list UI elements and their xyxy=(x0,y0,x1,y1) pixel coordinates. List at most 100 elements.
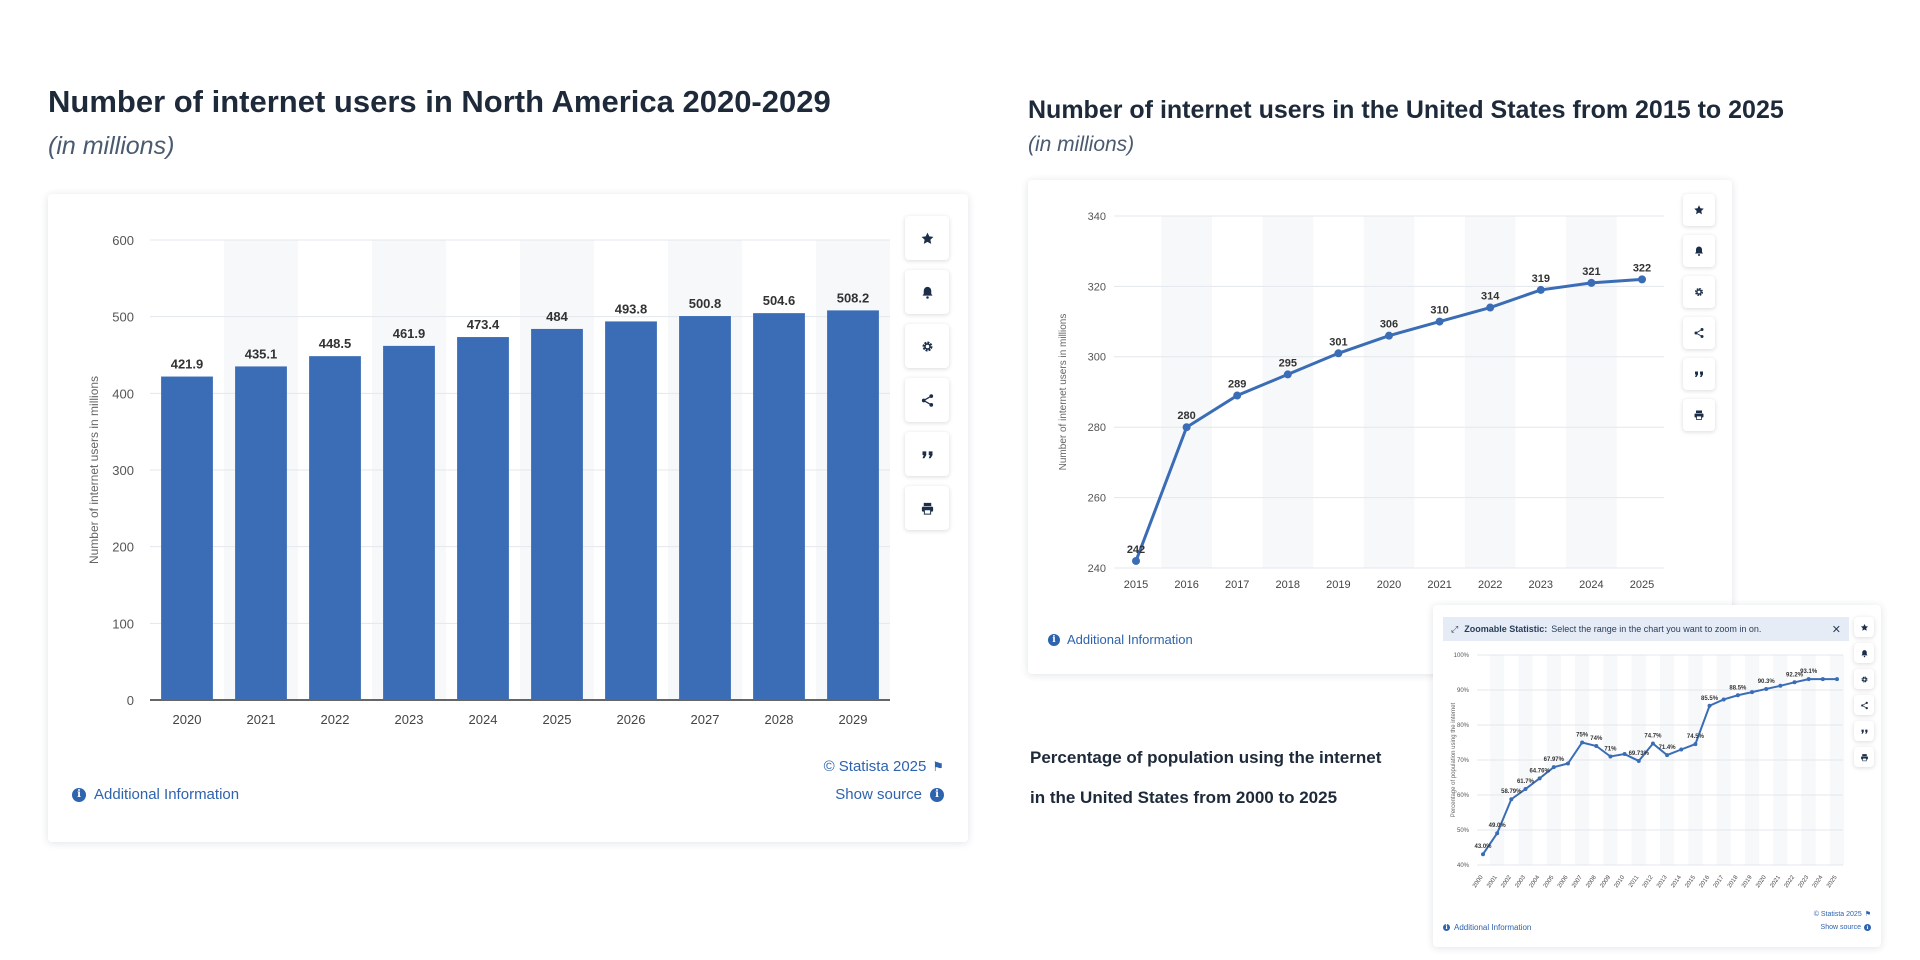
chart1-show-source-link[interactable]: Show source i xyxy=(835,786,944,803)
gear-icon xyxy=(1695,288,1703,296)
chart1-bar xyxy=(605,321,657,700)
chart3-show-source-link[interactable]: Show source i xyxy=(1821,924,1871,931)
chart2-y-tick-label: 240 xyxy=(1088,563,1106,575)
chart3-point xyxy=(1594,744,1599,748)
chart2-point xyxy=(1638,275,1646,284)
zoom-banner: ⤢ Zoomable Statistic: Select the range i… xyxy=(1443,617,1849,641)
print-button[interactable] xyxy=(905,486,949,530)
chart1-bar xyxy=(457,337,509,700)
chart3-data-label: 71.4% xyxy=(1659,745,1677,751)
chart2-data-label: 295 xyxy=(1279,357,1297,369)
chart3-additional-info-link[interactable]: i Additional Information xyxy=(1443,923,1531,932)
quote-button[interactable] xyxy=(1683,358,1715,390)
chart3-x-tick-label: 2005 xyxy=(1543,874,1556,889)
chart2-point xyxy=(1132,556,1140,565)
gear-button[interactable] xyxy=(1683,276,1715,308)
chart1-data-label: 500.8 xyxy=(689,296,722,311)
print-button[interactable] xyxy=(1854,747,1874,767)
chart2-toolbar xyxy=(1683,194,1715,440)
chart2-data-label: 301 xyxy=(1329,336,1347,348)
chart3-x-tick-label: 2007 xyxy=(1571,874,1584,889)
chart3-point xyxy=(1636,758,1641,763)
chart1-toolbar xyxy=(905,216,949,540)
star-button[interactable] xyxy=(905,216,949,260)
chart1-bar xyxy=(235,366,287,700)
chart1-x-tick-label: 2021 xyxy=(247,712,276,727)
flag-icon: ⚑ xyxy=(1864,911,1871,918)
quote-button[interactable] xyxy=(1854,721,1874,741)
chart3-y-tick-label: 100% xyxy=(1454,653,1470,659)
chart2-x-tick-label: 2017 xyxy=(1225,579,1249,591)
chart3-x-tick-label: 2025 xyxy=(1826,874,1839,889)
chart3-svg: 40% 50% 60% 70% 80% 90% 100% 43.0% 2000 49.0% 2001… xyxy=(1451,653,1845,889)
chart3-data-label: 92.2% xyxy=(1786,672,1804,678)
chart1-y-tick-label: 300 xyxy=(112,463,134,478)
chart1-additional-info-label: Additional Information xyxy=(94,786,240,803)
chart1-bar xyxy=(827,310,879,700)
print-button[interactable] xyxy=(1683,399,1715,431)
chart3-point xyxy=(1835,677,1839,682)
chart3-point xyxy=(1721,697,1726,702)
info-icon: i xyxy=(1048,633,1060,646)
chart1-x-tick-label: 2029 xyxy=(839,712,868,727)
chart2-y-tick-label: 280 xyxy=(1088,422,1106,434)
chart2-additional-info-link[interactable]: i Additional Information xyxy=(1048,632,1193,647)
chart3-point xyxy=(1537,776,1542,781)
chart2-data-label: 322 xyxy=(1633,262,1651,274)
chart2-x-tick-label: 2022 xyxy=(1478,579,1502,591)
bell-button[interactable] xyxy=(1683,235,1715,267)
chart3-credit-label: © Statista 2025 xyxy=(1813,910,1862,918)
chart3-data-label: 71% xyxy=(1604,747,1617,753)
chart3-x-tick-label: 2009 xyxy=(1600,874,1613,889)
chart2-point xyxy=(1283,370,1292,379)
chart3-x-tick-label: 2020 xyxy=(1755,874,1768,889)
chart3-credit[interactable]: © Statista 2025 ⚑ xyxy=(1813,910,1871,919)
chart3-x-tick-label: 2013 xyxy=(1656,874,1669,889)
chart1-credit[interactable]: © Statista 2025 ⚑ xyxy=(824,758,944,775)
chart1-x-tick-label: 2023 xyxy=(395,712,424,727)
chart1-y-axis-label: Number of internet users in millions xyxy=(87,376,101,564)
chart2-point xyxy=(1435,317,1444,326)
star-button[interactable] xyxy=(1854,617,1874,637)
star-icon xyxy=(1860,623,1868,631)
quote-button[interactable] xyxy=(905,432,949,476)
chart3-x-tick-label: 2012 xyxy=(1642,874,1655,889)
chart3-x-tick-label: 2003 xyxy=(1515,874,1528,889)
chart3-data-label: 74.5% xyxy=(1687,734,1705,740)
share-button[interactable] xyxy=(1683,317,1715,349)
chart1-data-label: 493.8 xyxy=(615,301,648,316)
chart1-x-tick-label: 2024 xyxy=(469,712,498,727)
chart3-data-label: 90.3% xyxy=(1758,679,1776,685)
chart1-credit-label: © Statista 2025 xyxy=(823,758,927,775)
zoom-text: Select the range in the chart you want t… xyxy=(1551,624,1762,634)
chart3-data-label: 61.7% xyxy=(1517,779,1535,785)
chart2-point xyxy=(1385,331,1393,340)
share-button[interactable] xyxy=(1854,695,1874,715)
share-button[interactable] xyxy=(905,378,949,422)
bell-button[interactable] xyxy=(905,270,949,314)
chart1-data-label: 504.6 xyxy=(763,293,796,308)
chart2-svg: 240 260 280 300 320 340 242 2015 280 2016 289 2017 2… xyxy=(1058,211,1664,591)
zoom-close-icon[interactable]: ✕ xyxy=(1831,623,1841,636)
chart1-x-tick-label: 2026 xyxy=(617,712,646,727)
chart3-point xyxy=(1750,690,1755,695)
chart3-x-tick-label: 2010 xyxy=(1614,874,1627,889)
chart3-point xyxy=(1580,740,1585,745)
chart3-x-tick-label: 2016 xyxy=(1699,874,1712,889)
chart3-point xyxy=(1679,747,1684,752)
chart3-x-tick-label: 2018 xyxy=(1727,874,1740,889)
zoom-icon: ⤢ xyxy=(1451,623,1459,634)
gear-button[interactable] xyxy=(905,324,949,368)
star-button[interactable] xyxy=(1683,194,1715,226)
chart2-point xyxy=(1587,278,1596,287)
bell-button[interactable] xyxy=(1854,643,1874,663)
chart3-data-label: 43.0% xyxy=(1474,844,1492,850)
gear-button[interactable] xyxy=(1854,669,1874,689)
chart1-y-tick-label: 400 xyxy=(112,386,134,401)
chart2-data-label: 289 xyxy=(1228,379,1246,391)
chart3-point xyxy=(1565,761,1570,766)
chart1-data-label: 435.1 xyxy=(245,346,278,361)
chart3-series-line xyxy=(1482,678,1837,855)
chart1-additional-info-link[interactable]: i Additional Information xyxy=(72,786,239,803)
chart3-y-tick-label: 60% xyxy=(1457,793,1470,799)
